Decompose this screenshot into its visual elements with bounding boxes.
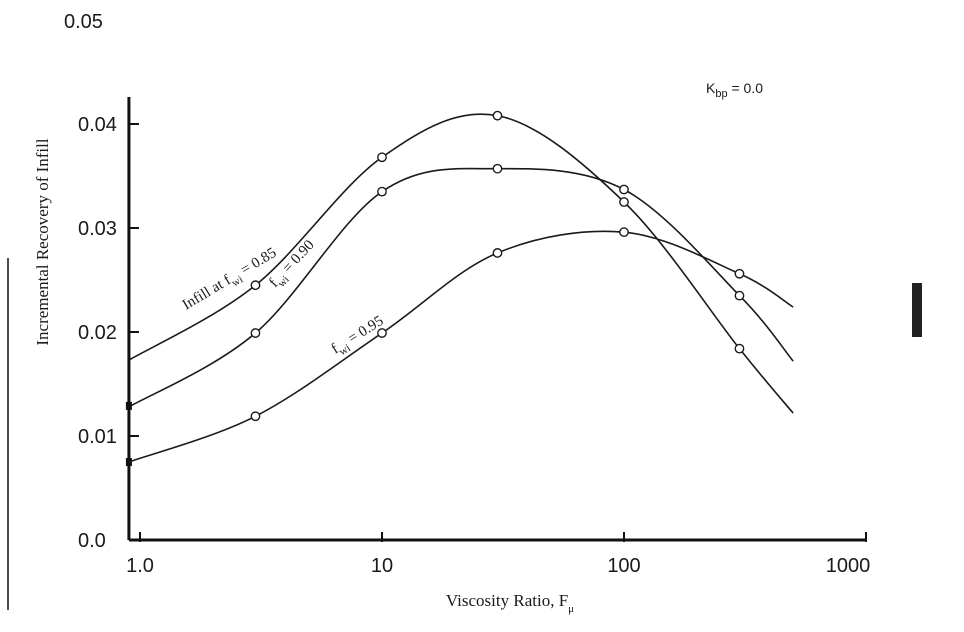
y-tick-label: 0.02 bbox=[78, 322, 117, 344]
data-point bbox=[734, 343, 745, 354]
data-point bbox=[250, 411, 261, 422]
data-point bbox=[250, 328, 261, 338]
y-axis-title: Incremental Recovery of Infill bbox=[33, 138, 52, 345]
data-point bbox=[492, 248, 503, 258]
data-point bbox=[619, 227, 629, 238]
data-point bbox=[250, 280, 261, 291]
x-axis-title: Viscosity Ratio, Fμ bbox=[446, 591, 574, 615]
data-point bbox=[377, 186, 387, 197]
x-tick-label: 100 bbox=[607, 555, 640, 577]
data-point bbox=[492, 110, 503, 121]
margin-mark bbox=[912, 283, 922, 337]
y-tick-label: 0.0 bbox=[78, 530, 106, 552]
y-tick-label: 0.04 bbox=[78, 114, 117, 136]
y-tick-label: 0.05 bbox=[64, 11, 103, 33]
y-tick-label: 0.01 bbox=[78, 426, 117, 448]
axis-marker bbox=[125, 401, 132, 410]
data-point bbox=[734, 290, 745, 301]
kbp-annotation: Kbp = 0.0 bbox=[706, 80, 763, 100]
x-tick-label: 1000 bbox=[826, 555, 871, 577]
axes: 1.0 10 100 1000 0.0 0.01 0.02 0.03 0.04 0.05 Visco… bbox=[7, 11, 922, 615]
data-point bbox=[619, 184, 629, 195]
data-point bbox=[734, 268, 745, 279]
x-tick-label: 1.0 bbox=[126, 555, 154, 577]
data-point bbox=[619, 197, 629, 207]
y-tick-label: 0.03 bbox=[78, 218, 117, 240]
x-tick-label: 10 bbox=[371, 555, 393, 577]
data-point bbox=[492, 163, 503, 174]
data-point bbox=[377, 328, 387, 338]
series-line-1 bbox=[128, 113, 794, 414]
markers bbox=[250, 110, 745, 422]
series-label-2: fwi = 0.90 bbox=[266, 237, 320, 293]
series-line-3 bbox=[128, 230, 794, 463]
data-point bbox=[377, 152, 387, 163]
